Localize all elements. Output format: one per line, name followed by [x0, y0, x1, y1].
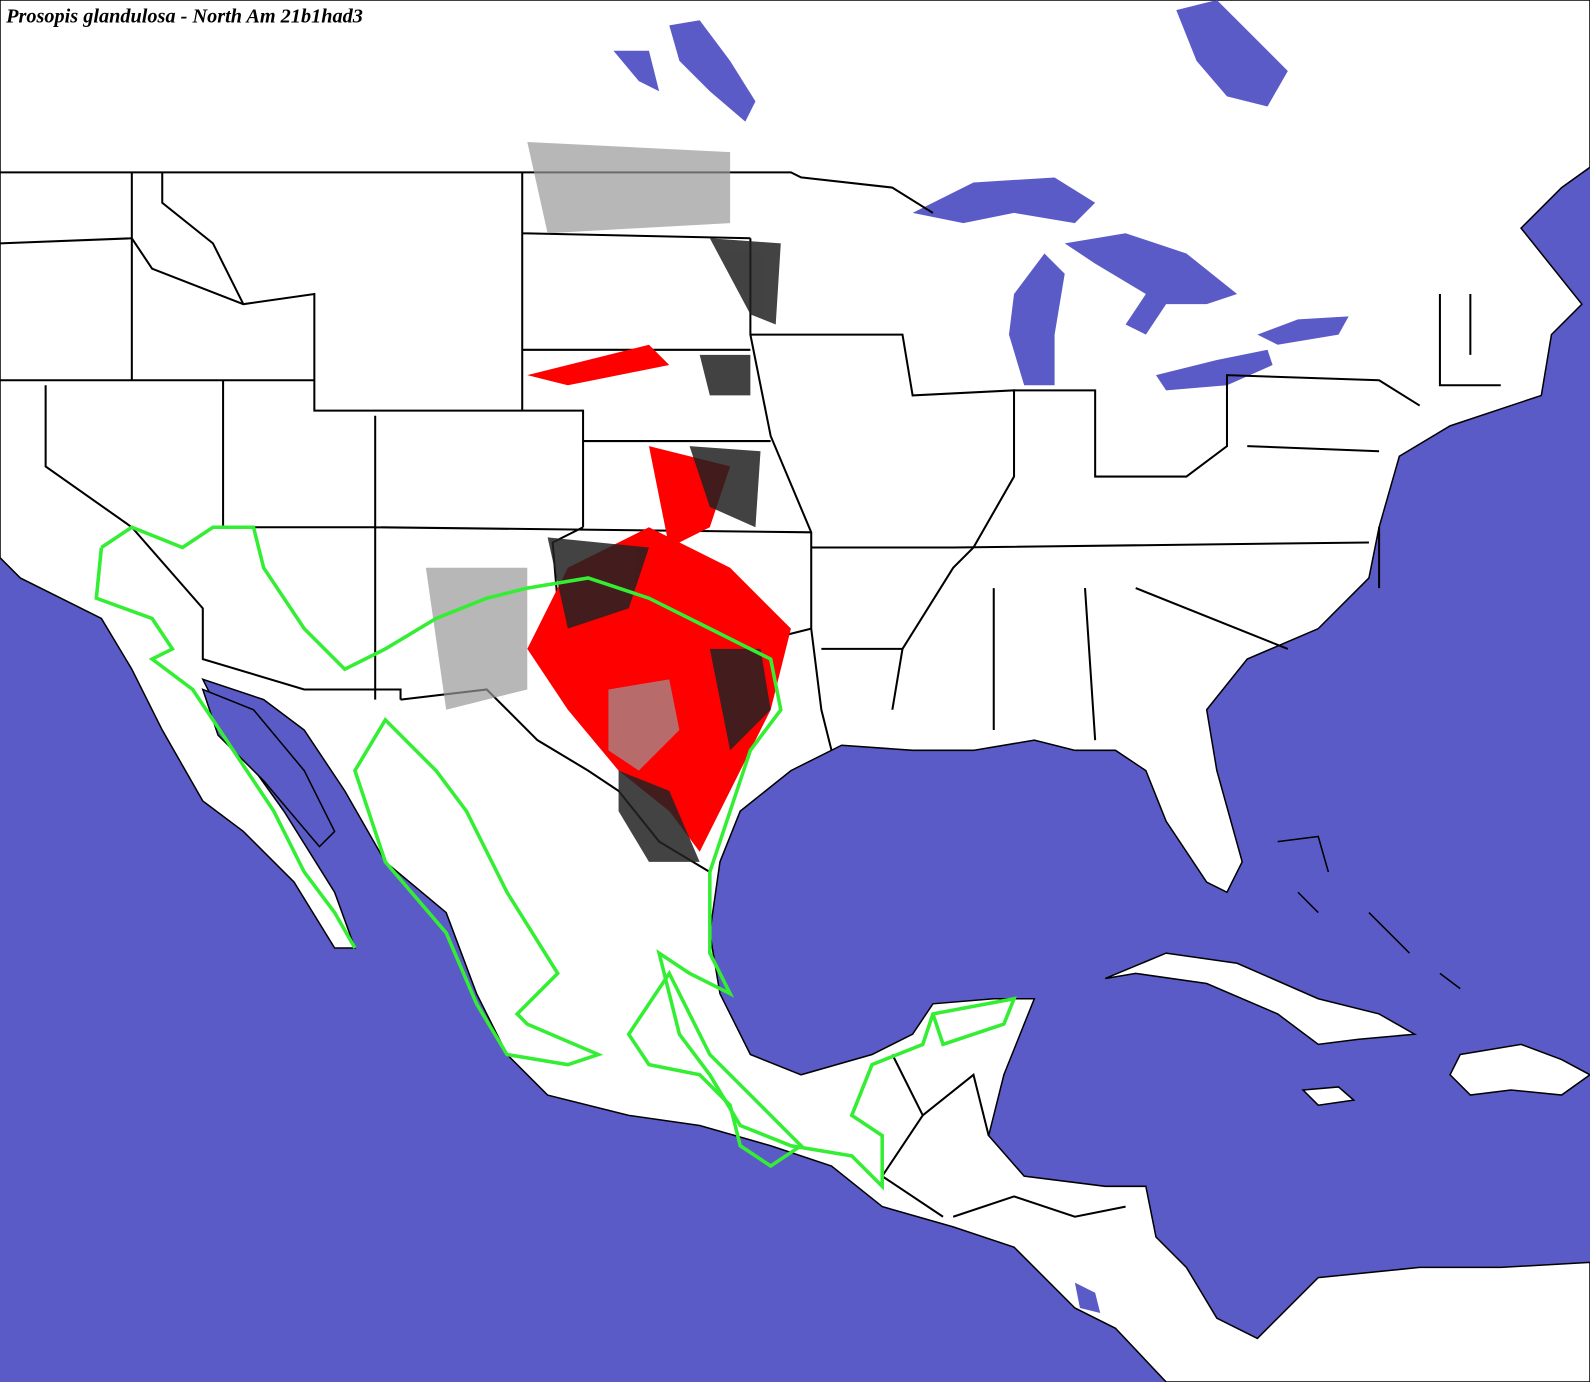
lakes	[613, 0, 1349, 1314]
hispaniola	[1449, 1043, 1590, 1096]
gulf-of-california	[201, 688, 336, 848]
cuba	[1105, 952, 1418, 1046]
florida-keys	[1277, 835, 1461, 990]
species-range-gray	[425, 141, 731, 771]
map-title: Prosopis glandulosa - North Am 21b1had3	[5, 5, 363, 27]
jamaica	[1301, 1086, 1356, 1107]
native-range-outline	[94, 525, 1017, 1191]
